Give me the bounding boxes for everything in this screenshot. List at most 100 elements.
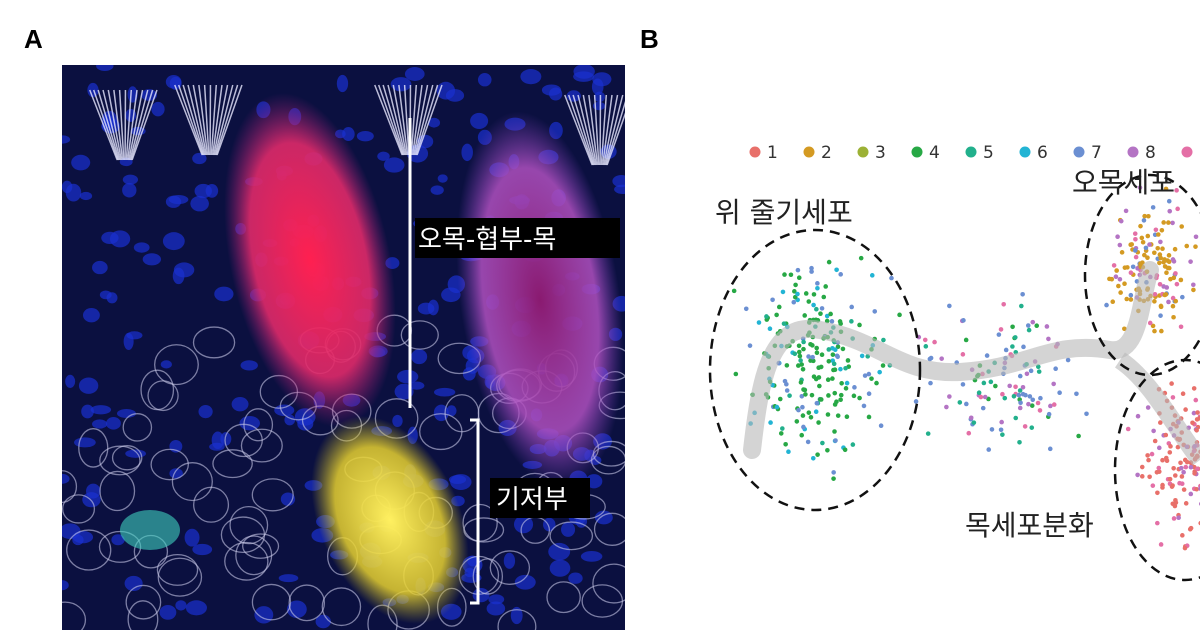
nucleus xyxy=(190,195,209,212)
point xyxy=(1145,405,1151,410)
point xyxy=(1125,426,1131,432)
nucleus xyxy=(175,600,187,611)
cell-outline xyxy=(593,512,625,546)
point xyxy=(857,322,862,328)
point xyxy=(767,326,773,332)
point xyxy=(813,376,819,382)
point xyxy=(1048,403,1053,409)
cell-outline xyxy=(192,326,236,359)
fiber xyxy=(210,84,218,156)
point xyxy=(842,447,848,453)
point xyxy=(1145,255,1150,260)
point xyxy=(815,285,820,291)
annotation: 목세포분화 xyxy=(965,509,1094,542)
fiber xyxy=(593,94,600,166)
point xyxy=(1104,302,1109,308)
point xyxy=(1158,542,1164,547)
fiber xyxy=(374,84,403,156)
point xyxy=(1170,483,1175,488)
fiber xyxy=(572,94,595,166)
point xyxy=(1170,303,1176,309)
point xyxy=(1162,257,1167,262)
point xyxy=(1159,328,1164,334)
point xyxy=(1194,486,1199,492)
point xyxy=(733,371,739,377)
point xyxy=(1139,235,1145,241)
nucleus xyxy=(548,542,571,561)
nucleus xyxy=(160,360,172,369)
point xyxy=(1128,292,1134,298)
point xyxy=(998,427,1004,433)
point xyxy=(809,392,815,398)
nucleus xyxy=(192,152,207,165)
point xyxy=(834,267,839,273)
point xyxy=(833,438,838,443)
point xyxy=(1183,464,1189,470)
nucleus xyxy=(101,231,119,245)
point xyxy=(838,392,844,398)
point xyxy=(1118,218,1124,224)
cell-outline xyxy=(224,541,269,581)
point xyxy=(850,442,856,447)
nucleus xyxy=(520,68,542,85)
fiber xyxy=(392,84,408,156)
cell-outline xyxy=(497,609,537,630)
point xyxy=(731,288,737,294)
point xyxy=(1155,232,1161,237)
fiber xyxy=(203,84,210,156)
point xyxy=(830,352,836,357)
nucleus xyxy=(124,575,143,592)
fiber xyxy=(129,89,149,161)
fiber xyxy=(588,94,599,166)
point xyxy=(1152,328,1157,334)
point xyxy=(815,452,820,457)
legend-label: 6 xyxy=(1037,143,1048,163)
point xyxy=(1197,416,1200,421)
nucleus xyxy=(280,492,296,506)
point xyxy=(998,327,1004,332)
point xyxy=(1176,515,1181,521)
point xyxy=(1152,438,1158,444)
cell-outline xyxy=(99,470,136,512)
point xyxy=(1010,344,1015,349)
fiber xyxy=(131,89,158,161)
nucleus xyxy=(430,185,444,195)
fiber xyxy=(413,84,429,156)
nucleus xyxy=(90,405,112,415)
point xyxy=(832,390,838,396)
point xyxy=(1137,185,1143,190)
point xyxy=(1154,470,1160,475)
point xyxy=(797,353,803,359)
nucleus xyxy=(446,405,457,417)
point xyxy=(1158,304,1164,310)
point xyxy=(1188,491,1194,497)
nucleus xyxy=(549,559,571,577)
fiber xyxy=(174,84,203,156)
nucleus xyxy=(106,417,121,430)
legend-label: 8 xyxy=(1145,143,1156,163)
nucleus xyxy=(514,574,536,590)
point xyxy=(928,380,933,386)
nucleus xyxy=(62,580,69,591)
fiber xyxy=(177,84,204,156)
point xyxy=(814,350,820,356)
point xyxy=(1029,403,1035,408)
point xyxy=(813,409,819,415)
nucleus xyxy=(86,483,101,499)
point xyxy=(1179,224,1185,229)
nucleus xyxy=(125,449,146,458)
point xyxy=(989,427,995,432)
nucleus xyxy=(62,135,71,144)
point xyxy=(1145,453,1150,458)
cell-outline xyxy=(62,494,96,524)
point xyxy=(1133,236,1138,242)
point xyxy=(1171,466,1176,471)
cell-outline xyxy=(212,449,253,479)
point xyxy=(780,289,786,295)
nucleus xyxy=(573,71,595,82)
point xyxy=(1166,253,1172,258)
point xyxy=(787,393,792,398)
point xyxy=(982,394,988,400)
point xyxy=(810,343,815,348)
